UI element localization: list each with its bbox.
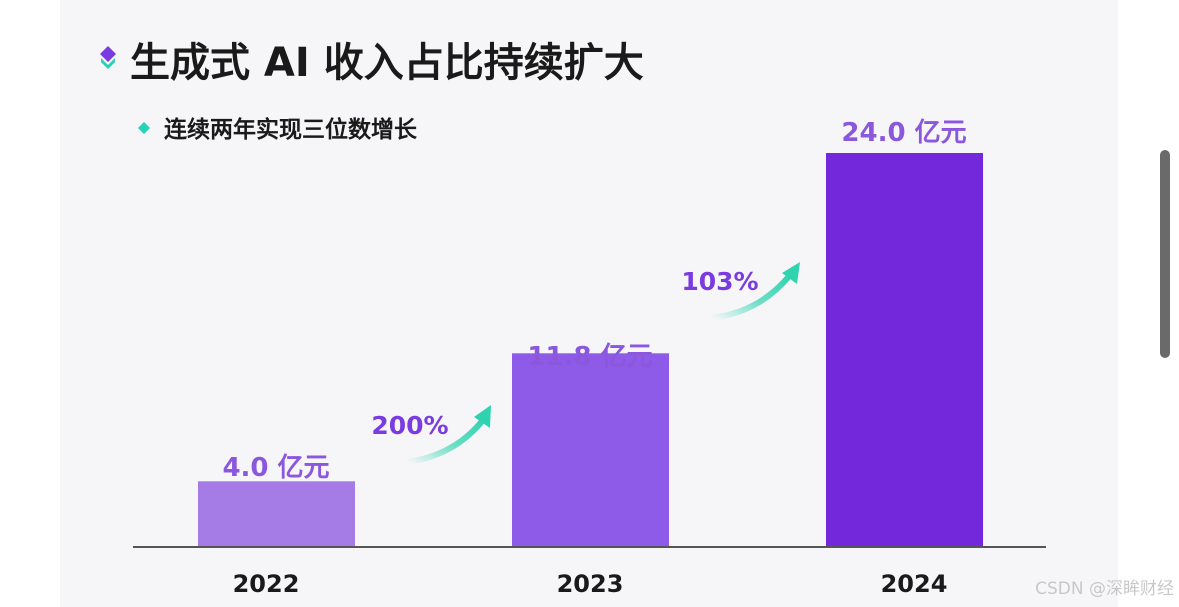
bar-2022: [198, 481, 355, 547]
growth-arrow-icon-2023-2024: [709, 262, 800, 321]
value-label-2023: 11.8 亿元: [527, 342, 652, 372]
bar-2023: [512, 353, 669, 547]
chart-subtitle: 连续两年实现三位数增长: [164, 116, 418, 143]
category-label-2024: 2024: [881, 570, 948, 598]
growth-label-2023-2024: 103%: [681, 267, 758, 296]
category-label-2022: 2022: [233, 570, 300, 598]
growth-arrow-icon-2022-2023: [405, 405, 491, 465]
value-label-2024: 24.0 亿元: [841, 118, 966, 148]
growth-label-2022-2023: 200%: [371, 411, 448, 440]
diamond-bullet-icon: [138, 122, 150, 134]
scrollbar-thumb[interactable]: [1160, 150, 1170, 358]
diamond-logo-icon: [100, 46, 116, 69]
bar-2024: [826, 153, 983, 547]
watermark: CSDN @深眸财经: [1035, 579, 1174, 599]
value-label-2022: 4.0 亿元: [222, 453, 329, 483]
chart-title: 生成式 AI 收入占比持续扩大: [130, 40, 644, 86]
category-label-2023: 2023: [557, 570, 624, 598]
